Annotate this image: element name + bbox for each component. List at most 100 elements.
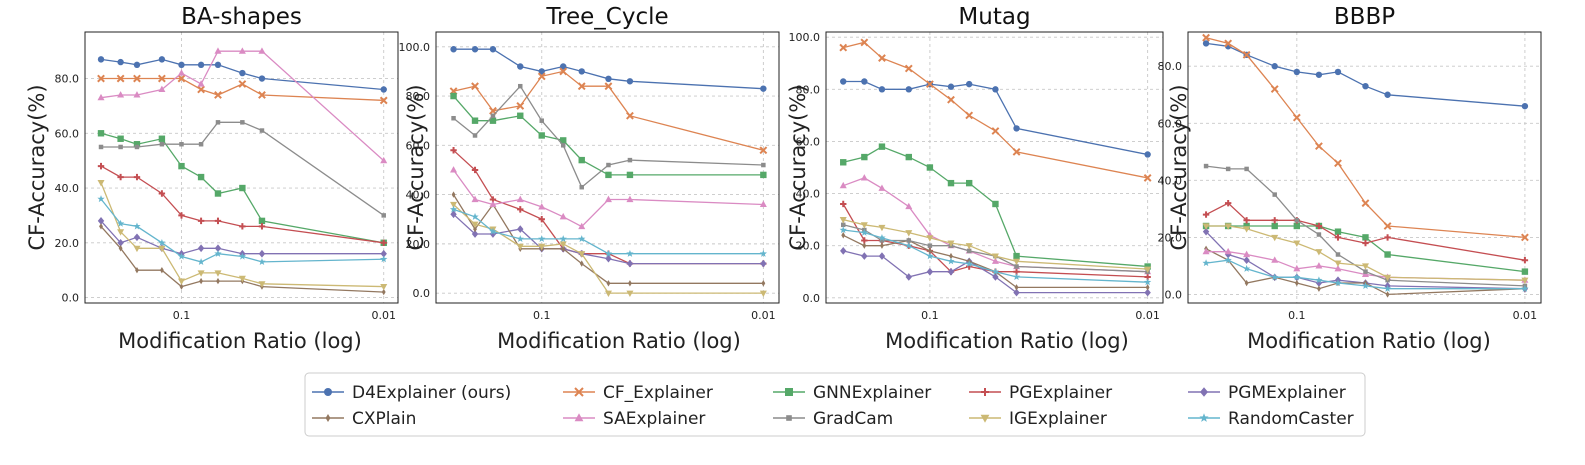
legend-marker	[574, 413, 584, 422]
legend-marker	[786, 415, 792, 421]
x-axis-label: Modification Ratio (log)	[118, 329, 362, 353]
data-point	[214, 249, 222, 257]
data-point	[840, 247, 847, 255]
series-line	[453, 48, 764, 90]
data-point	[1224, 199, 1232, 207]
y-tick-label: 100.0	[399, 41, 431, 54]
legend-item-cxplain: CXPlain	[312, 409, 416, 429]
data-point	[966, 248, 972, 254]
data-point	[178, 212, 185, 219]
data-point	[451, 191, 456, 198]
data-point	[628, 280, 632, 287]
data-point	[860, 222, 868, 229]
data-point	[538, 216, 545, 223]
data-point	[905, 86, 912, 93]
data-point	[97, 56, 105, 63]
data-point	[238, 80, 247, 88]
series-line	[843, 218, 1148, 270]
data-point	[240, 120, 245, 125]
data-point	[197, 85, 205, 94]
data-point	[97, 195, 105, 203]
data-point	[1144, 151, 1151, 158]
data-point	[1521, 284, 1529, 292]
data-point	[197, 61, 205, 69]
data-point	[214, 270, 222, 277]
data-point	[158, 56, 166, 63]
data-point	[1293, 273, 1301, 281]
data-point	[947, 83, 955, 90]
data-point	[965, 111, 974, 120]
data-point	[539, 118, 544, 123]
data-point	[259, 128, 265, 133]
data-point	[258, 281, 266, 288]
data-point	[1271, 217, 1278, 224]
data-point	[839, 217, 847, 224]
data-point	[559, 212, 567, 220]
data-point	[861, 252, 868, 260]
legend-label: PGMExplainer	[1228, 383, 1346, 403]
data-point	[759, 200, 767, 208]
data-point	[116, 74, 125, 83]
data-point	[1224, 39, 1233, 48]
data-point	[489, 46, 497, 53]
data-point	[626, 290, 634, 297]
series-line	[452, 194, 764, 284]
data-point	[1270, 85, 1279, 93]
data-point	[118, 245, 123, 252]
x-axis-label: Modification Ratio (log)	[497, 329, 741, 353]
data-point	[1293, 68, 1301, 76]
data-point	[1520, 233, 1529, 242]
data-point	[97, 74, 105, 83]
data-point	[559, 235, 567, 243]
series-line	[453, 208, 764, 255]
series-line	[100, 198, 384, 263]
data-point	[381, 213, 386, 218]
data-point	[516, 102, 525, 110]
data-point	[577, 82, 586, 91]
data-point	[578, 68, 585, 75]
series-igexplainer	[839, 217, 1152, 273]
data-point	[1225, 166, 1231, 172]
data-point	[1362, 83, 1369, 90]
data-point	[238, 252, 247, 260]
series-gradcam	[98, 120, 386, 218]
data-point	[1292, 113, 1301, 122]
series-saexplainer	[450, 166, 767, 230]
data-point	[1361, 282, 1370, 289]
data-point	[117, 173, 124, 181]
data-point	[489, 117, 497, 124]
data-point	[538, 243, 546, 251]
data-point	[380, 255, 388, 263]
data-point	[991, 127, 1000, 135]
series-gnnexplainer	[450, 92, 767, 179]
data-point	[1334, 159, 1342, 168]
legend-item-igexplainer: IGExplainer	[969, 409, 1107, 429]
data-point	[605, 171, 612, 179]
data-point	[878, 86, 886, 93]
data-point	[518, 83, 523, 89]
x-tick-label: 0.01	[751, 309, 776, 322]
legend-label: RandomCaster	[1228, 409, 1354, 429]
plot-frame	[435, 31, 780, 304]
data-point	[158, 245, 166, 253]
data-point	[759, 146, 768, 155]
data-point	[516, 195, 524, 203]
data-point	[1521, 257, 1529, 264]
y-axis-label: CF-Accuracy(%)	[786, 84, 810, 250]
legend-label: D4Explainer (ours)	[352, 383, 511, 403]
data-point	[861, 78, 868, 85]
data-point	[904, 64, 913, 73]
data-point	[1202, 259, 1210, 267]
data-point	[1384, 234, 1391, 241]
data-point	[258, 47, 266, 54]
data-point	[97, 130, 105, 137]
data-point	[579, 184, 584, 190]
y-tick-label: 40.0	[55, 182, 80, 195]
y-tick-label: 0.0	[413, 287, 431, 300]
data-point	[1244, 279, 1249, 287]
data-point	[179, 141, 184, 147]
data-point	[133, 222, 141, 230]
legend-marker	[1199, 413, 1209, 422]
y-tick-label: 40.0	[1158, 174, 1183, 187]
series-line	[842, 203, 1148, 278]
